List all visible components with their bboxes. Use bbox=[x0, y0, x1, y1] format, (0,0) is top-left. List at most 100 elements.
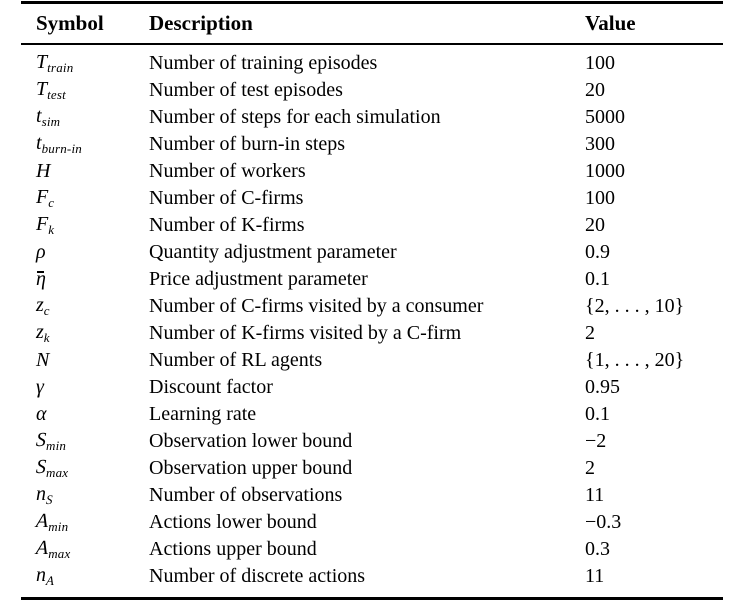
table-row: H Number of workers 1000 bbox=[21, 158, 723, 185]
math-symbol: Ttrain bbox=[36, 51, 74, 75]
symbol-cell: ρ bbox=[21, 239, 135, 266]
symbol-base: H bbox=[36, 160, 51, 182]
value-cell: 11 bbox=[585, 565, 605, 587]
symbol-base: N bbox=[36, 349, 50, 371]
value-cell: 0.1 bbox=[585, 403, 610, 425]
value-cell: {2, . . . , 10} bbox=[585, 295, 685, 317]
header-description: Description bbox=[135, 2, 571, 45]
symbol-base: S bbox=[35, 456, 47, 478]
description-cell: Number of burn-in steps bbox=[149, 133, 346, 155]
description-cell: Number of RL agents bbox=[149, 349, 323, 371]
symbol-cell: nA bbox=[21, 563, 135, 599]
math-symbol: η bbox=[36, 268, 46, 290]
symbol-cell: Amax bbox=[21, 536, 135, 563]
symbol-cell: nS bbox=[21, 482, 135, 509]
math-symbol: H bbox=[36, 160, 50, 182]
table-row: Fk Number of K-firms 20 bbox=[21, 212, 723, 239]
table-row: γ Discount factor 0.95 bbox=[21, 374, 723, 401]
math-symbol: tburn-in bbox=[36, 132, 82, 156]
math-symbol: N bbox=[36, 349, 49, 371]
math-symbol: Fc bbox=[36, 186, 54, 210]
math-symbol: Fk bbox=[36, 213, 55, 237]
description-cell: Number of K-firms visited by a C-firm bbox=[149, 322, 462, 344]
symbol-cell: Ttrain bbox=[21, 44, 135, 77]
value-cell: 2 bbox=[585, 322, 595, 344]
symbol-subscript: burn-in bbox=[41, 141, 82, 156]
math-symbol: nA bbox=[36, 564, 55, 588]
symbol-cell: Amin bbox=[21, 509, 135, 536]
symbol-subscript: train bbox=[47, 60, 74, 75]
symbol-subscript: max bbox=[48, 546, 71, 561]
symbol-base: T bbox=[36, 51, 48, 73]
value-cell: {1, . . . , 20} bbox=[585, 349, 685, 371]
value-cell: 0.1 bbox=[585, 268, 610, 290]
math-symbol: Smax bbox=[35, 456, 68, 480]
math-symbol: α bbox=[36, 403, 47, 425]
table-header: Symbol Description Value bbox=[21, 2, 723, 45]
symbol-base: A bbox=[35, 537, 50, 559]
description-cell: Discount factor bbox=[149, 376, 273, 398]
symbol-cell: Smin bbox=[21, 428, 135, 455]
table-row: tburn-in Number of burn-in steps 300 bbox=[21, 131, 723, 158]
math-symbol: nS bbox=[36, 483, 54, 507]
value-cell: 20 bbox=[585, 214, 605, 236]
symbol-cell: tburn-in bbox=[21, 131, 135, 158]
table-row: zc Number of C-firms visited by a consume… bbox=[21, 293, 723, 320]
table-row: N Number of RL agents {1, . . . , 20} bbox=[21, 347, 723, 374]
parameters-table: Symbol Description Value Ttrain Number of… bbox=[21, 1, 723, 600]
table-row: zk Number of K-firms visited by a C-firm 2 bbox=[21, 320, 723, 347]
symbol-subscript: sim bbox=[41, 114, 61, 129]
symbol-cell: zk bbox=[21, 320, 135, 347]
symbol-base: n bbox=[36, 564, 46, 586]
table-row: Fc Number of C-firms 100 bbox=[21, 185, 723, 212]
symbol-base: η bbox=[36, 268, 46, 290]
table-row: nA Number of discrete actions 11 bbox=[21, 563, 723, 599]
description-cell: Number of discrete actions bbox=[149, 565, 366, 587]
table-row: nS Number of observations 11 bbox=[21, 482, 723, 509]
symbol-subscript: test bbox=[47, 87, 66, 102]
symbol-base: n bbox=[36, 483, 46, 505]
math-symbol: ρ bbox=[36, 241, 46, 263]
symbol-base: t bbox=[36, 132, 42, 154]
table-row: η Price adjustment parameter 0.1 bbox=[21, 266, 723, 293]
math-symbol: Smin bbox=[35, 429, 66, 453]
value-cell: 100 bbox=[585, 52, 615, 74]
description-cell: Observation lower bound bbox=[149, 430, 353, 452]
math-symbol: γ bbox=[36, 376, 44, 398]
math-symbol: Ttest bbox=[36, 78, 66, 102]
symbol-base: α bbox=[36, 403, 47, 425]
description-cell: Actions lower bound bbox=[149, 511, 317, 533]
symbol-cell: zc bbox=[21, 293, 135, 320]
table-row: Amax Actions upper bound 0.3 bbox=[21, 536, 723, 563]
math-symbol: Amax bbox=[35, 537, 71, 561]
value-cell: 0.3 bbox=[585, 538, 610, 560]
table-body: Ttrain Number of training episodes 100 Ttes… bbox=[21, 44, 723, 599]
symbol-base: A bbox=[35, 510, 50, 532]
symbol-base: F bbox=[36, 186, 49, 208]
description-cell: Number of training episodes bbox=[149, 52, 378, 74]
value-cell: 2 bbox=[585, 457, 595, 479]
symbol-subscript: k bbox=[48, 222, 55, 237]
table-row: α Learning rate 0.1 bbox=[21, 401, 723, 428]
math-symbol: zc bbox=[36, 294, 50, 318]
description-cell: Number of steps for each simulation bbox=[149, 106, 441, 128]
symbol-subscript: k bbox=[43, 330, 50, 345]
value-cell: 5000 bbox=[585, 106, 625, 128]
description-cell: Number of test episodes bbox=[149, 79, 343, 101]
value-cell: 0.95 bbox=[585, 376, 620, 398]
table-row: tsim Number of steps for each simulation 5… bbox=[21, 104, 723, 131]
value-cell: −2 bbox=[585, 430, 607, 452]
description-cell: Quantity adjustment parameter bbox=[149, 241, 397, 263]
symbol-subscript: S bbox=[45, 492, 54, 507]
table-row: Smax Observation upper bound 2 bbox=[21, 455, 723, 482]
table-row: Ttrain Number of training episodes 100 bbox=[21, 44, 723, 77]
symbol-cell: Ttest bbox=[21, 77, 135, 104]
description-cell: Number of workers bbox=[149, 160, 306, 182]
value-cell: 100 bbox=[585, 187, 615, 209]
symbol-base: ρ bbox=[36, 241, 46, 263]
symbol-cell: H bbox=[21, 158, 135, 185]
value-cell: 300 bbox=[585, 133, 615, 155]
description-cell: Number of C-firms bbox=[149, 187, 304, 209]
symbol-base: F bbox=[36, 213, 49, 235]
table-row: ρ Quantity adjustment parameter 0.9 bbox=[21, 239, 723, 266]
